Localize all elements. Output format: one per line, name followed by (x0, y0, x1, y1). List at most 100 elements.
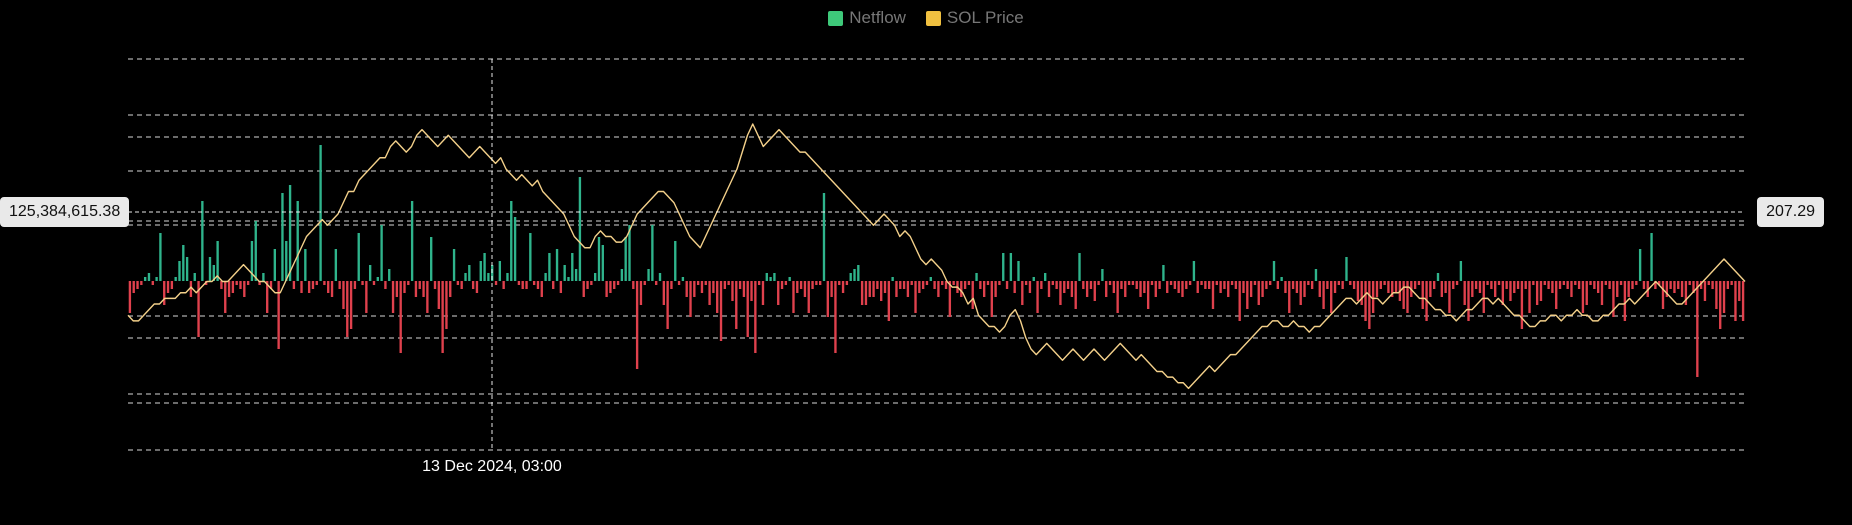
netflow-bar[interactable] (1078, 253, 1081, 281)
netflow-bar[interactable] (624, 237, 627, 281)
netflow-bar[interactable] (1696, 281, 1699, 377)
netflow-bar[interactable] (1619, 281, 1623, 285)
netflow-bar[interactable] (815, 281, 818, 285)
netflow-bar[interactable] (384, 281, 387, 289)
netflow-bar[interactable] (1105, 281, 1108, 297)
netflow-bar[interactable] (1467, 281, 1470, 321)
netflow-bar[interactable] (323, 281, 326, 285)
netflow-bar[interactable] (1406, 281, 1409, 313)
netflow-bar[interactable] (208, 257, 212, 281)
netflow-bar[interactable] (563, 265, 566, 281)
netflow-bar[interactable] (1719, 281, 1722, 329)
netflow-bar[interactable] (819, 281, 822, 285)
netflow-bar[interactable] (1063, 281, 1066, 293)
netflow-bar[interactable] (410, 201, 414, 281)
netflow-bar[interactable] (1352, 281, 1356, 289)
netflow-bar[interactable] (883, 281, 887, 293)
netflow-bar[interactable] (822, 193, 826, 281)
netflow-bar[interactable] (712, 281, 715, 293)
netflow-bar[interactable] (1356, 281, 1360, 301)
netflow-bar[interactable] (243, 281, 246, 297)
netflow-bar[interactable] (1013, 281, 1016, 293)
netflow-bar[interactable] (1413, 281, 1417, 289)
netflow-bar[interactable] (506, 273, 509, 281)
netflow-bar[interactable] (655, 281, 658, 285)
netflow-bar[interactable] (178, 261, 181, 281)
netflow-bar[interactable] (1227, 281, 1230, 297)
netflow-bar[interactable] (1528, 281, 1531, 313)
netflow-bar[interactable] (239, 281, 242, 289)
netflow-bar[interactable] (1551, 281, 1554, 293)
netflow-bar[interactable] (1124, 281, 1127, 297)
netflow-bar[interactable] (1280, 277, 1283, 281)
netflow-bar[interactable] (471, 281, 475, 289)
netflow-bar[interactable] (353, 281, 357, 289)
netflow-bar[interactable] (483, 253, 486, 281)
netflow-bar[interactable] (796, 281, 799, 293)
netflow-bar[interactable] (1616, 281, 1619, 297)
netflow-bar[interactable] (1044, 273, 1047, 281)
netflow-bar[interactable] (998, 281, 1001, 285)
netflow-bar[interactable] (1139, 281, 1142, 297)
netflow-bar[interactable] (510, 201, 513, 281)
netflow-bar[interactable] (1543, 281, 1546, 285)
netflow-bar[interactable] (1692, 281, 1695, 293)
netflow-bar[interactable] (982, 281, 986, 297)
netflow-bar[interactable] (574, 269, 578, 281)
netflow-bar[interactable] (273, 249, 276, 281)
netflow-bar[interactable] (628, 225, 631, 281)
netflow-bar[interactable] (1246, 281, 1249, 309)
netflow-bar[interactable] (639, 281, 643, 305)
netflow-bar[interactable] (399, 281, 402, 353)
netflow-bar[interactable] (685, 281, 688, 297)
netflow-bar[interactable] (1082, 281, 1085, 289)
netflow-bar[interactable] (1715, 281, 1718, 309)
netflow-bar[interactable] (1295, 281, 1299, 293)
netflow-bar[interactable] (224, 281, 227, 313)
netflow-bar[interactable] (1146, 281, 1150, 309)
netflow-bar[interactable] (1471, 281, 1474, 297)
netflow-bar[interactable] (479, 261, 482, 281)
netflow-bar[interactable] (1211, 281, 1215, 309)
netflow-bar[interactable] (1455, 281, 1459, 285)
netflow-bar[interactable] (1688, 281, 1691, 285)
netflow-bar[interactable] (1272, 261, 1276, 281)
netflow-bar[interactable] (597, 237, 601, 281)
netflow-bar[interactable] (933, 281, 936, 289)
netflow-bar[interactable] (1505, 281, 1508, 289)
netflow-bar[interactable] (696, 281, 700, 285)
netflow-bar[interactable] (1673, 281, 1676, 293)
netflow-bar[interactable] (746, 281, 749, 337)
netflow-bar[interactable] (578, 177, 582, 281)
netflow-bar[interactable] (1513, 281, 1516, 293)
netflow-bar[interactable] (529, 233, 532, 281)
netflow-bar[interactable] (902, 281, 906, 289)
netflow-bar[interactable] (231, 281, 235, 293)
netflow-bar[interactable] (349, 281, 353, 329)
netflow-bar[interactable] (1581, 281, 1585, 313)
netflow-bar[interactable] (143, 277, 147, 281)
netflow-bar[interactable] (1497, 281, 1501, 285)
netflow-bar[interactable] (738, 281, 742, 289)
netflow-bar[interactable] (521, 281, 524, 289)
netflow-bar[interactable] (864, 281, 868, 305)
netflow-bar[interactable] (651, 225, 654, 281)
netflow-bar[interactable] (723, 281, 727, 289)
netflow-bar[interactable] (1002, 253, 1005, 281)
netflow-bar[interactable] (334, 249, 338, 281)
netflow-bar[interactable] (609, 281, 612, 293)
netflow-bar[interactable] (841, 281, 845, 293)
netflow-bar[interactable] (494, 281, 498, 285)
netflow-bar[interactable] (906, 281, 910, 297)
netflow-bar[interactable] (1265, 281, 1268, 289)
netflow-bar[interactable] (197, 281, 200, 337)
netflow-bar[interactable] (128, 281, 132, 313)
netflow-bar[interactable] (1021, 281, 1024, 305)
netflow-bar[interactable] (338, 281, 341, 289)
netflow-bar[interactable] (921, 281, 925, 289)
netflow-bar[interactable] (792, 281, 795, 313)
netflow-bar[interactable] (1120, 281, 1123, 289)
netflow-bar[interactable] (456, 281, 460, 285)
netflow-bar[interactable] (315, 281, 318, 285)
netflow-bar[interactable] (1322, 281, 1325, 309)
